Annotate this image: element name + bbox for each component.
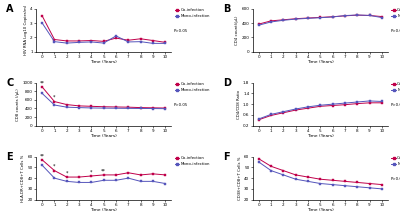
Legend: Co-infection, Mono-infection: Co-infection, Mono-infection	[391, 82, 400, 92]
Y-axis label: HIV RNA Log10 Copies/ml: HIV RNA Log10 Copies/ml	[24, 5, 28, 55]
Text: *: *	[66, 170, 68, 175]
Text: E: E	[6, 152, 13, 162]
Text: C: C	[6, 78, 14, 88]
Text: *: *	[90, 169, 93, 174]
Text: B: B	[223, 4, 230, 14]
Text: P>0.05: P>0.05	[174, 103, 188, 107]
Text: **: **	[40, 80, 45, 85]
Text: P>0.05: P>0.05	[174, 29, 188, 33]
Text: P>0.05: P>0.05	[391, 103, 400, 107]
X-axis label: Time (Years): Time (Years)	[90, 60, 117, 64]
Text: P>0.05: P>0.05	[391, 177, 400, 181]
Text: *: *	[53, 164, 56, 169]
Y-axis label: CD4 count(/μL): CD4 count(/μL)	[236, 15, 240, 45]
X-axis label: Time (Years): Time (Years)	[307, 208, 334, 212]
Text: F: F	[223, 152, 230, 162]
X-axis label: Time (Years): Time (Years)	[307, 60, 334, 64]
Text: **: **	[101, 168, 106, 173]
X-axis label: Time (Years): Time (Years)	[90, 208, 117, 212]
Legend: Co-infection, Mono-infection: Co-infection, Mono-infection	[175, 8, 210, 18]
Text: A: A	[6, 4, 14, 14]
Legend: Co-infection, Mono-infection: Co-infection, Mono-infection	[391, 8, 400, 18]
Y-axis label: CD38+CD8+T Cells %: CD38+CD8+T Cells %	[238, 156, 242, 200]
Text: D: D	[223, 78, 231, 88]
Legend: Co-infection, Mono-infection: Co-infection, Mono-infection	[175, 156, 210, 166]
Text: **: **	[40, 153, 45, 158]
Text: P>0.05: P>0.05	[391, 29, 400, 33]
Y-axis label: CD4/CD8 Ratio: CD4/CD8 Ratio	[237, 90, 241, 119]
Y-axis label: HLA-DR+CD8+T Cells %: HLA-DR+CD8+T Cells %	[22, 155, 26, 202]
Text: *: *	[53, 95, 56, 100]
Y-axis label: CD8 counts (/μL): CD8 counts (/μL)	[16, 88, 20, 120]
X-axis label: Time (Years): Time (Years)	[90, 134, 117, 138]
X-axis label: Time (Years): Time (Years)	[307, 134, 334, 138]
Legend: Co-infection, Mono-infection: Co-infection, Mono-infection	[175, 82, 210, 92]
Legend: Co-infection, Mono-infection: Co-infection, Mono-infection	[391, 156, 400, 166]
